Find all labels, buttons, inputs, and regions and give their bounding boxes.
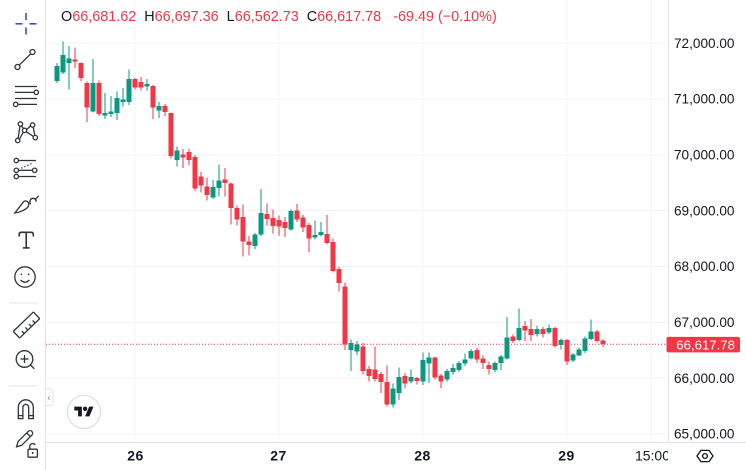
svg-text:65,000.00: 65,000.00 bbox=[674, 427, 735, 442]
svg-text:71,000.00: 71,000.00 bbox=[674, 92, 735, 107]
svg-text:70,000.00: 70,000.00 bbox=[674, 148, 735, 163]
svg-text:27: 27 bbox=[270, 448, 287, 464]
svg-text:68,000.00: 68,000.00 bbox=[674, 259, 735, 274]
svg-text:15:00: 15:00 bbox=[635, 447, 670, 463]
svg-text:67,000.00: 67,000.00 bbox=[674, 315, 735, 330]
svg-text:66,617.78: 66,617.78 bbox=[676, 337, 735, 352]
svg-text:29: 29 bbox=[558, 448, 575, 464]
svg-text:66,000.00: 66,000.00 bbox=[674, 371, 735, 386]
svg-text:‹: ‹ bbox=[47, 393, 50, 403]
svg-text:26: 26 bbox=[127, 448, 144, 464]
svg-text:69,000.00: 69,000.00 bbox=[674, 203, 735, 218]
svg-text:28: 28 bbox=[414, 448, 431, 464]
svg-text:72,000.00: 72,000.00 bbox=[674, 36, 735, 51]
